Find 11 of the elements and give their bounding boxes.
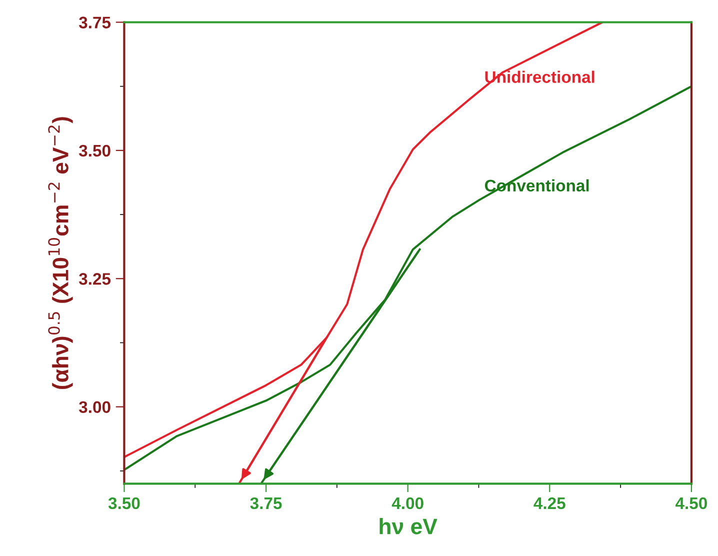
y-tick-label: 3.75	[78, 16, 111, 28]
x-tick-label: 3.75	[250, 497, 282, 510]
x-tick-label: 3.50	[108, 497, 140, 510]
y-tick-label: 3.25	[78, 273, 111, 285]
x-tick-label: 4.00	[392, 497, 424, 510]
text: (αhν)$^{0.5}$ (X10$^{10}$cm$^{−2}$ eV$^{−2}$)	[48, 117, 73, 389]
y-tick-label: 3.50	[78, 144, 110, 157]
x-tick-label: 4.50	[675, 497, 707, 510]
y-tick-label: 3.00	[78, 401, 110, 414]
x-tick-label: 4.25	[534, 497, 566, 510]
x-axis-title: hν eV	[380, 518, 438, 534]
